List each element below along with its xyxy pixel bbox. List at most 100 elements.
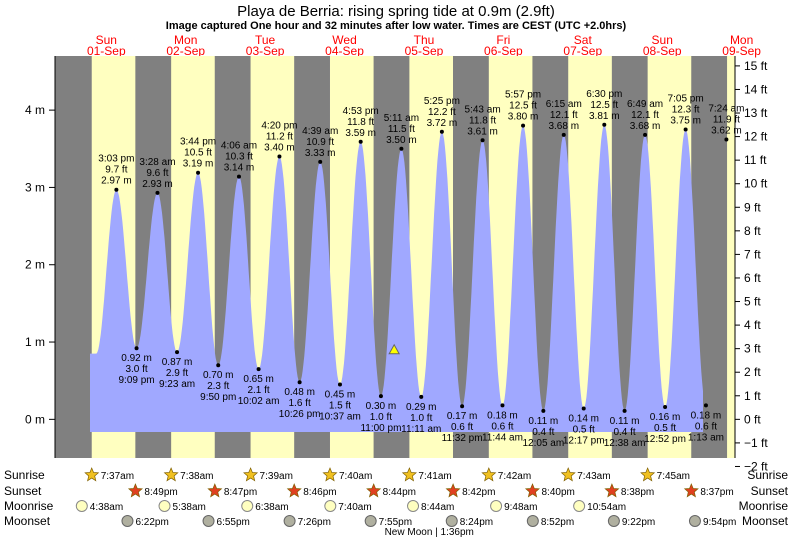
low-tide-point bbox=[419, 394, 424, 399]
high-tide-time: 3:03 pm bbox=[98, 154, 134, 165]
high-tide-time: 4:06 am bbox=[221, 141, 257, 152]
daylight-band bbox=[727, 56, 735, 458]
right-axis-tick-label: 5 ft bbox=[744, 295, 761, 309]
low-tide-time: 12:52 pm bbox=[644, 434, 686, 445]
high-tide-feet: 9.7 ft bbox=[105, 165, 127, 176]
day-name: Mon bbox=[730, 33, 753, 47]
sunrise-icon bbox=[401, 467, 417, 482]
low-tide-feet: 0.5 ft bbox=[654, 423, 676, 434]
high-tide-point bbox=[643, 132, 648, 137]
new-moon-label: New Moon | 1:36pm bbox=[385, 527, 474, 538]
almanac-label-left: Sunrise bbox=[4, 468, 45, 482]
high-tide-feet: 11.2 ft bbox=[266, 132, 293, 143]
high-tide-metres: 3.80 m bbox=[508, 112, 539, 123]
moonrise-time: 6:38am bbox=[255, 502, 288, 513]
right-axis-tick-label: 12 ft bbox=[744, 130, 768, 144]
sunset-icon bbox=[683, 483, 699, 498]
right-axis-tick-label: 4 ft bbox=[744, 318, 761, 332]
sunrise-time: 7:43am bbox=[577, 471, 610, 482]
sunrise-time: 7:39am bbox=[260, 471, 293, 482]
low-tide-time: 1:13 am bbox=[688, 432, 724, 443]
high-tide-metres: 3.14 m bbox=[224, 163, 255, 174]
day-date: 03-Sep bbox=[246, 44, 285, 58]
low-tide-point bbox=[175, 350, 180, 355]
day-date: 09-Sep bbox=[722, 44, 761, 58]
day-name: Tue bbox=[255, 33, 276, 47]
low-tide-point bbox=[500, 403, 505, 408]
sunset-icon bbox=[286, 483, 302, 498]
low-tide-time: 9:09 pm bbox=[118, 375, 154, 386]
day-date: 02-Sep bbox=[166, 44, 205, 58]
low-tide-time: 10:02 am bbox=[238, 396, 280, 407]
low-tide-metres: 0.18 m bbox=[691, 410, 722, 421]
high-tide-metres: 3.62 m bbox=[711, 125, 742, 136]
high-tide-feet: 11.9 ft bbox=[713, 114, 740, 125]
high-tide-point bbox=[236, 174, 241, 179]
right-axis-tick-label: 14 ft bbox=[744, 82, 768, 96]
low-tide-metres: 0.45 m bbox=[325, 390, 356, 401]
high-tide-feet: 11.8 ft bbox=[347, 117, 374, 128]
high-tide-metres: 3.61 m bbox=[467, 126, 498, 137]
sunset-time: 8:49pm bbox=[144, 487, 177, 498]
right-axis-tick-label: 0 ft bbox=[744, 412, 761, 426]
high-tide-feet: 12.3 ft bbox=[672, 104, 700, 115]
low-tide-point bbox=[134, 346, 139, 351]
low-tide-metres: 0.17 m bbox=[447, 411, 478, 422]
low-tide-feet: 1.5 ft bbox=[329, 401, 351, 412]
moonrise-time: 5:38am bbox=[173, 502, 206, 513]
low-tide-metres: 0.65 m bbox=[243, 374, 274, 385]
low-tide-point bbox=[337, 382, 342, 387]
day-name: Sun bbox=[96, 33, 117, 47]
high-tide-metres: 3.81 m bbox=[589, 111, 620, 122]
high-tide-time: 4:39 am bbox=[302, 126, 338, 137]
low-tide-feet: 0.6 ft bbox=[491, 421, 513, 432]
low-tide-metres: 0.16 m bbox=[650, 412, 681, 423]
high-tide-feet: 12.1 ft bbox=[550, 110, 578, 121]
high-tide-time: 7:05 pm bbox=[668, 93, 704, 104]
left-axis-tick-label: 3 m bbox=[25, 180, 45, 194]
moonset-time: 9:22pm bbox=[622, 517, 655, 528]
low-tide-feet: 2.1 ft bbox=[247, 385, 269, 396]
low-tide-feet: 3.0 ft bbox=[125, 364, 147, 375]
sunrise-time: 7:45am bbox=[657, 471, 690, 482]
high-tide-time: 4:53 pm bbox=[343, 106, 379, 117]
moonset-icon bbox=[202, 515, 215, 527]
right-axis-tick-label: 6 ft bbox=[744, 271, 761, 285]
right-axis-tick-label: 1 ft bbox=[744, 389, 761, 403]
almanac-label-left: Moonrise bbox=[4, 499, 54, 513]
sunrise-time: 7:41am bbox=[418, 471, 451, 482]
moonset-icon bbox=[121, 515, 134, 527]
sunrise-icon bbox=[163, 467, 179, 482]
moonrise-time: 10:54am bbox=[587, 502, 626, 513]
right-axis-tick-label: 8 ft bbox=[744, 224, 761, 238]
high-tide-feet: 12.5 ft bbox=[590, 100, 618, 111]
high-tide-point bbox=[724, 137, 729, 142]
chart-subtitle: Image captured One hour and 32 minutes a… bbox=[166, 20, 627, 32]
low-tide-feet: 0.5 ft bbox=[573, 425, 595, 436]
day-name: Sun bbox=[652, 33, 673, 47]
moonset-icon bbox=[607, 515, 620, 527]
day-name: Sat bbox=[574, 33, 593, 47]
high-tide-feet: 9.6 ft bbox=[146, 168, 168, 179]
low-tide-time: 11:44 am bbox=[482, 432, 523, 443]
low-tide-point bbox=[378, 394, 383, 399]
low-tide-time: 10:26 pm bbox=[279, 409, 321, 420]
high-tide-metres: 3.19 m bbox=[183, 159, 214, 170]
high-tide-point bbox=[358, 139, 363, 144]
moonset-time: 6:22pm bbox=[135, 517, 168, 528]
almanac-label-left: Moonset bbox=[4, 514, 51, 528]
sunset-icon bbox=[207, 483, 223, 498]
sunrise-time: 7:37am bbox=[101, 471, 134, 482]
high-tide-feet: 12.1 ft bbox=[631, 110, 659, 121]
almanac-label-right: Moonrise bbox=[739, 499, 789, 513]
low-tide-feet: 0.6 ft bbox=[695, 421, 717, 432]
high-tide-metres: 3.40 m bbox=[264, 143, 295, 154]
almanac-label-left: Sunset bbox=[4, 484, 42, 498]
right-axis-tick-label: 2 ft bbox=[744, 365, 761, 379]
low-tide-feet: 0.4 ft bbox=[613, 427, 635, 438]
moonrise-time: 4:38am bbox=[90, 502, 123, 513]
day-date: 08-Sep bbox=[643, 44, 682, 58]
high-tide-point bbox=[683, 127, 688, 132]
day-name: Fri bbox=[496, 33, 510, 47]
moonrise-time: 7:40am bbox=[338, 502, 371, 513]
